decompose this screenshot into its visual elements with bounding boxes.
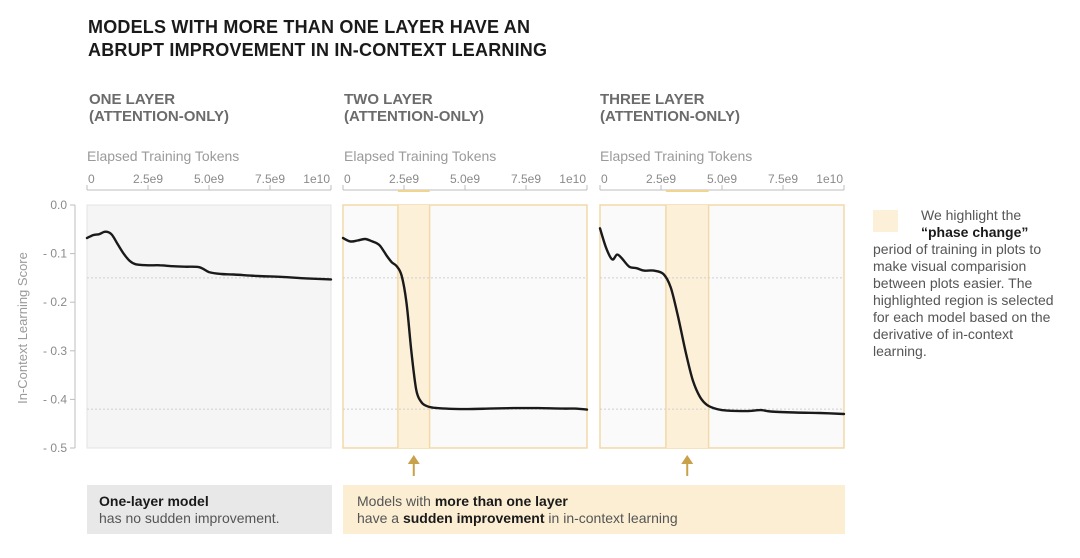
panel-title-line1: ONE LAYER: [89, 91, 176, 108]
chart-panel-2: 0 2.5e9 5.0e9 7.5e9 1e10: [341, 172, 589, 476]
legend-rest: period of training in plots to make visu…: [873, 241, 1054, 359]
panel-title-line1: TWO LAYER: [344, 91, 433, 108]
note-multi-pre: Models with: [357, 493, 435, 509]
x-tick-label: 5.0e9: [707, 172, 737, 186]
chart-title-line1: MODELS WITH MORE THAN ONE LAYER HAVE AN: [88, 17, 531, 37]
phase-change-band: [397, 205, 430, 448]
panel-title-one-layer: ONE LAYER (ATTENTION-ONLY): [89, 91, 229, 125]
note-one-layer: One-layer model has no sudden improvemen…: [87, 485, 332, 534]
x-tick-label: 7.5e9: [511, 172, 541, 186]
x-tick-label: 2.5e9: [133, 172, 163, 186]
y-tick-label: 0.0: [50, 198, 67, 212]
legend-line2: “phase change”: [921, 224, 1029, 240]
x-axis-title: Elapsed Training Tokens: [87, 148, 240, 164]
x-tick-label: 7.5e9: [255, 172, 285, 186]
phase-change-band: [665, 205, 709, 448]
panel-title-three-layer: THREE LAYER (ATTENTION-ONLY): [600, 91, 740, 125]
series-line: [85, 230, 333, 281]
series-line: [341, 236, 589, 411]
phase-arrow-head: [681, 455, 694, 464]
legend-text: We highlight the “phase change” period o…: [873, 207, 1068, 360]
legend-swatch: [873, 210, 898, 232]
panel-title-line2: (ATTENTION-ONLY): [344, 108, 484, 125]
x-axis-title: Elapsed Training Tokens: [600, 148, 753, 164]
legend-line1: We highlight the: [921, 207, 1022, 223]
note-multi-layer: Models with more than one layer have a s…: [343, 485, 845, 534]
x-tick-label: 5.0e9: [194, 172, 224, 186]
chart-panel-1: 0 2.5e9 5.0e9 7.5e9 1e10 0.0 - 0.1 - 0.2 - 0.3 - …: [43, 172, 333, 455]
note-one-layer-rest: has no sudden improvement.: [99, 510, 280, 526]
note-multi-bold2: sudden improvement: [402, 510, 545, 526]
y-tick-label: - 0.2: [43, 295, 67, 309]
note-one-layer-bold: One-layer model: [99, 493, 209, 509]
phase-arrow-head: [407, 455, 420, 464]
series-line: [598, 227, 846, 416]
x-tick-label: 7.5e9: [768, 172, 798, 186]
note-multi-bold1: more than one layer: [434, 493, 568, 509]
x-tick-label: 0: [88, 172, 95, 186]
plot-area: [86, 204, 332, 449]
y-tick-label: - 0.4: [43, 392, 67, 406]
note-multi-post: in in-context learning: [544, 510, 678, 526]
x-tick-label: 1e10: [303, 172, 330, 186]
x-tick-label: 2.5e9: [389, 172, 419, 186]
y-axis-title: In-Context Learning Score: [15, 252, 30, 404]
chart-title-line2: ABRUPT IMPROVEMENT IN IN-CONTEXT LEARNIN…: [88, 40, 548, 60]
panel-title-two-layer: TWO LAYER (ATTENTION-ONLY): [344, 91, 484, 125]
panel-title-line2: (ATTENTION-ONLY): [89, 108, 229, 125]
note-multi-mid: have a: [357, 510, 403, 526]
plot-area: [599, 204, 845, 449]
panel-title-line1: THREE LAYER: [600, 91, 705, 108]
chart-title: MODELS WITH MORE THAN ONE LAYER HAVE AN …: [88, 16, 547, 62]
x-tick-label: 0: [344, 172, 351, 186]
x-tick-label: 0: [601, 172, 608, 186]
x-tick-label: 1e10: [559, 172, 586, 186]
y-tick-label: - 0.3: [43, 344, 67, 358]
x-tick-label: 2.5e9: [646, 172, 676, 186]
y-tick-label: - 0.1: [43, 247, 67, 261]
x-tick-label: 5.0e9: [450, 172, 480, 186]
x-tick-label: 1e10: [816, 172, 843, 186]
panel-title-line2: (ATTENTION-ONLY): [600, 108, 740, 125]
y-tick-label: - 0.5: [43, 441, 67, 455]
chart-panel-3: 0 2.5e9 5.0e9 7.5e9 1e10: [598, 172, 846, 476]
x-axis-title: Elapsed Training Tokens: [344, 148, 497, 164]
plot-area: [342, 204, 588, 449]
